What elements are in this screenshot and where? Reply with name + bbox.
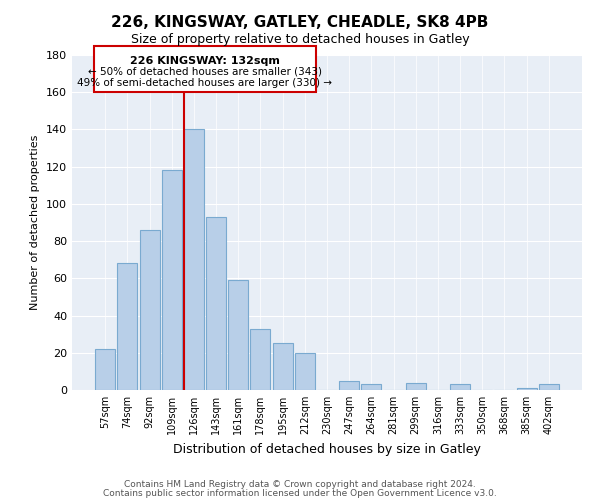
Bar	[361, 384, 382, 390]
Bar	[184, 130, 204, 390]
Bar	[272, 344, 293, 390]
Text: 49% of semi-detached houses are larger (330) →: 49% of semi-detached houses are larger (…	[77, 78, 332, 88]
Bar	[295, 353, 315, 390]
Text: 226 KINGSWAY: 132sqm: 226 KINGSWAY: 132sqm	[130, 56, 280, 66]
Text: Size of property relative to detached houses in Gatley: Size of property relative to detached ho…	[131, 32, 469, 46]
Text: Contains public sector information licensed under the Open Government Licence v3: Contains public sector information licen…	[103, 488, 497, 498]
Bar	[450, 384, 470, 390]
Bar	[95, 349, 115, 390]
Bar	[118, 264, 137, 390]
Bar	[539, 384, 559, 390]
Text: ← 50% of detached houses are smaller (343): ← 50% of detached houses are smaller (34…	[88, 66, 322, 76]
Bar	[517, 388, 536, 390]
Text: Contains HM Land Registry data © Crown copyright and database right 2024.: Contains HM Land Registry data © Crown c…	[124, 480, 476, 489]
X-axis label: Distribution of detached houses by size in Gatley: Distribution of detached houses by size …	[173, 442, 481, 456]
Bar	[94, 46, 316, 92]
Y-axis label: Number of detached properties: Number of detached properties	[31, 135, 40, 310]
Bar	[206, 217, 226, 390]
Bar	[250, 328, 271, 390]
Bar	[140, 230, 160, 390]
Bar	[406, 382, 426, 390]
Bar	[339, 380, 359, 390]
Bar	[228, 280, 248, 390]
Text: 226, KINGSWAY, GATLEY, CHEADLE, SK8 4PB: 226, KINGSWAY, GATLEY, CHEADLE, SK8 4PB	[112, 15, 488, 30]
Bar	[162, 170, 182, 390]
